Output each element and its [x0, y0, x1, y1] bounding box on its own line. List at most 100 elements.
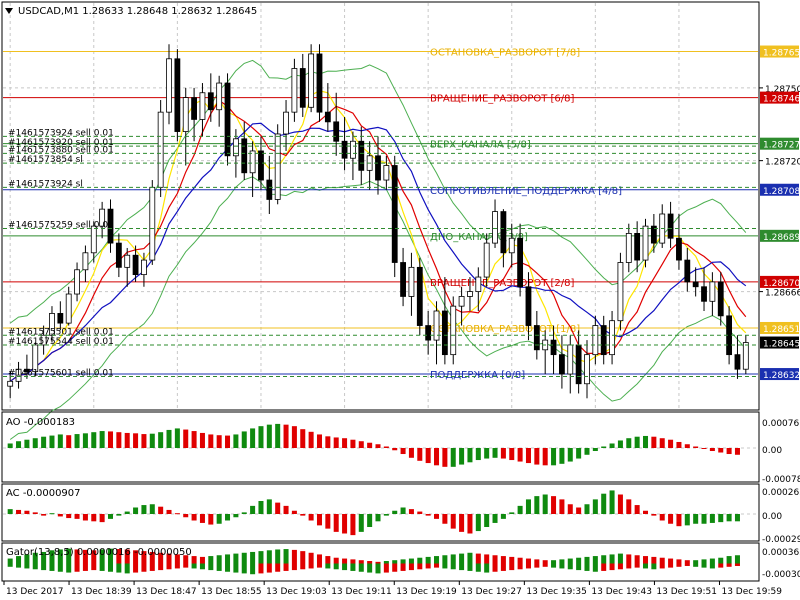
ac-bar: [350, 514, 356, 536]
gator-lower-bar: [166, 563, 172, 570]
gator-lower-bar: [266, 563, 272, 573]
ao-bar: [124, 432, 130, 448]
gator-lower-bar: [383, 563, 389, 573]
gator-upper-bar: [241, 552, 247, 564]
ac-bar: [91, 514, 97, 522]
order-label: #1461573924 sell 0.01: [8, 128, 114, 138]
ac-bar: [74, 514, 80, 519]
candle-body: [216, 82, 223, 111]
gator-upper-bar: [417, 557, 423, 564]
ac-bar: [241, 512, 247, 514]
ac-bar: [383, 514, 389, 516]
gator-lower-bar: [551, 563, 557, 568]
gator-upper-bar: [316, 554, 322, 564]
gator-lower-bar: [525, 563, 531, 569]
gator-upper-bar: [584, 556, 590, 564]
candle-body: [141, 259, 147, 276]
ac-bar: [576, 507, 582, 514]
ao-bar: [250, 428, 256, 448]
candle-body: [7, 380, 14, 387]
gator-upper-bar: [308, 552, 314, 564]
ao-histogram: [3, 423, 758, 467]
gator-upper-bar: [141, 551, 147, 564]
ac-bar: [592, 499, 598, 514]
gator-lower-bar: [517, 563, 523, 570]
candle-body: [49, 313, 55, 336]
ac-bar: [116, 514, 122, 516]
ao-bar: [57, 434, 63, 448]
candle-body: [350, 140, 356, 159]
candle-body: [701, 286, 707, 302]
candle-body: [642, 225, 649, 261]
gator-lower-bar: [726, 563, 732, 567]
ac-bar: [400, 507, 406, 514]
order-label: #1461573880 sell 0.01: [8, 145, 114, 155]
gator-upper-bar: [701, 559, 707, 564]
gator-lower-bar: [82, 563, 88, 571]
ac-bar: [450, 514, 456, 529]
ac-bar: [601, 493, 607, 514]
candle-body: [191, 97, 197, 120]
ao-bar: [584, 448, 590, 455]
gator-lower-bar: [718, 563, 724, 568]
ac-bar: [49, 513, 55, 515]
candle-body: [358, 140, 365, 171]
ao-bar: [183, 429, 189, 448]
ao-bar: [634, 436, 640, 448]
ao-bar: [116, 432, 122, 448]
ac-bar: [617, 494, 623, 514]
ao-bar: [258, 426, 264, 448]
gator-upper-bar: [275, 549, 281, 564]
ac-bar: [726, 514, 732, 522]
ac-bar: [107, 514, 114, 519]
gator-upper-bar: [551, 560, 557, 564]
indicator-tick-label: -0.000304: [762, 570, 800, 580]
gator-lower-bar: [467, 563, 473, 571]
price-badge-label: 1.28670: [763, 279, 800, 289]
murrey-level-label: ВРАЩЕНИЕ_РАЗВОРОТ [2/8]: [430, 278, 575, 289]
ac-bar: [567, 504, 573, 514]
ao-bar: [166, 429, 172, 448]
price-pane: ОСТАНОВКА_РАЗВОРОТ [7/8] ВРАЩЕНИЕ_РАЗВОРО…: [1, 1, 800, 440]
candle-body: [124, 254, 131, 268]
ac-bar: [342, 514, 348, 534]
gator-lower-bar: [609, 563, 615, 571]
ac-bar: [709, 514, 715, 523]
gator-lower-bar: [158, 563, 164, 571]
time-tick-label: 13 Dec 19:35: [526, 587, 587, 597]
candle-body: [82, 252, 89, 271]
ao-bar: [517, 448, 523, 462]
candle-body: [199, 92, 206, 120]
ac-bar: [492, 514, 498, 523]
time-tick-label: 13 Dec 19:43: [591, 587, 652, 597]
price-badge-label: 1.28651: [763, 325, 800, 335]
gator-lower-bar: [141, 563, 147, 572]
murrey-level-label: ВРАЩЕНИЕ_РАЗВОРОТ [6/8]: [430, 94, 575, 105]
candle-body: [533, 325, 540, 351]
gator-upper-bar: [534, 559, 540, 564]
candle-body: [600, 325, 607, 356]
symbol-info: USDCAD,M1 1.28633 1.28648 1.28632 1.2864…: [18, 6, 257, 17]
ao-bar: [291, 426, 297, 448]
gator-lower-bar: [250, 563, 256, 575]
ac-bar: [434, 514, 440, 519]
ac-bar: [634, 505, 640, 514]
candle-body: [634, 232, 641, 261]
ac-bar: [642, 510, 649, 514]
gator-upper-bar: [709, 558, 715, 564]
ao-bar: [225, 435, 231, 448]
gator-upper-bar: [216, 555, 222, 564]
gator-upper-bar: [300, 551, 306, 564]
triangle-down-icon[interactable]: [5, 8, 13, 14]
time-tick-label: 13 Dec 19:59: [721, 587, 782, 597]
gator-lower-bar: [283, 563, 289, 571]
candle-body: [258, 150, 264, 181]
price-badge-label: 1.28727: [763, 141, 800, 151]
candle-body: [567, 344, 574, 375]
candle-body: [132, 254, 139, 276]
ao-bar: [534, 448, 540, 465]
candle-body: [667, 213, 674, 239]
price-badge-label: 1.28632: [763, 371, 800, 381]
gator-upper-bar: [183, 555, 189, 564]
ac-bar: [651, 514, 657, 516]
